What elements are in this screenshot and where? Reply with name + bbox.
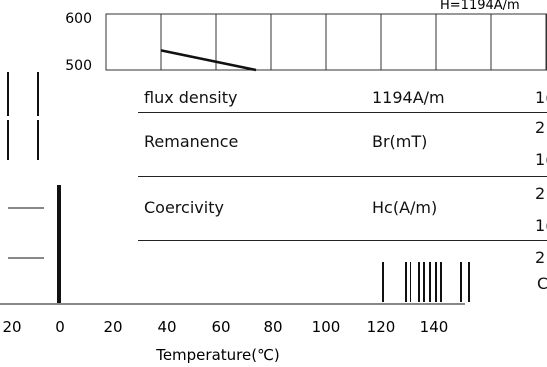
value-cell: Hc(A/m) [372,198,438,217]
inset-corner-label: H=1194A/m [440,0,520,13]
cluster-bar [418,262,420,302]
x-tick-label: 0 [55,318,65,336]
cluster-bar [429,262,431,302]
row-divider [138,240,547,241]
edge-fragment: 2! [535,184,547,203]
edge-fragment: 1( [535,216,547,235]
x-tick-label: 20 [103,318,122,336]
x-tick-label: 60 [211,318,230,336]
edge-fragment: 2! [535,118,547,137]
inset-y-tick-label: 600 [65,11,92,27]
cluster-bar [423,262,425,302]
edge-fragment: 1( [535,88,547,107]
param-cell: flux density [144,88,238,107]
edge-fragment: C [537,274,547,293]
x-tick-label: 80 [263,318,282,336]
zero-marker-bar [57,185,61,303]
x-axis-title: Temperature(℃) [155,346,280,364]
inset-y-tick-label: 500 [65,58,92,74]
value-cell: 1194A/m [372,88,445,107]
edge-fragment: 2! [535,248,547,267]
inset-series-line [160,49,257,72]
row-divider [138,112,547,113]
cluster-bar [468,262,470,302]
cluster-bar [410,262,411,302]
param-cell: Coercivity [144,198,224,217]
value-cell: Br(mT) [372,132,428,151]
inset-plot: 600 500 H=1194A/m [65,0,547,74]
x-tick-label: 140 [420,318,449,336]
param-cell: Remanence [144,132,239,151]
x-tick-label: 20 [2,318,21,336]
x-tick-label: 120 [367,318,396,336]
cluster-bar [382,262,384,302]
cluster-bar [460,262,462,302]
edge-fragment: 1( [535,150,547,169]
cluster-bar [440,262,442,302]
cluster-bar [435,262,437,302]
cluster-bar [405,262,407,302]
x-tick-label: 40 [157,318,176,336]
row-divider [138,176,547,177]
parameter-table: flux density 1194A/m Remanence Br(mT) Co… [138,80,547,302]
x-tick-label: 100 [312,318,341,336]
